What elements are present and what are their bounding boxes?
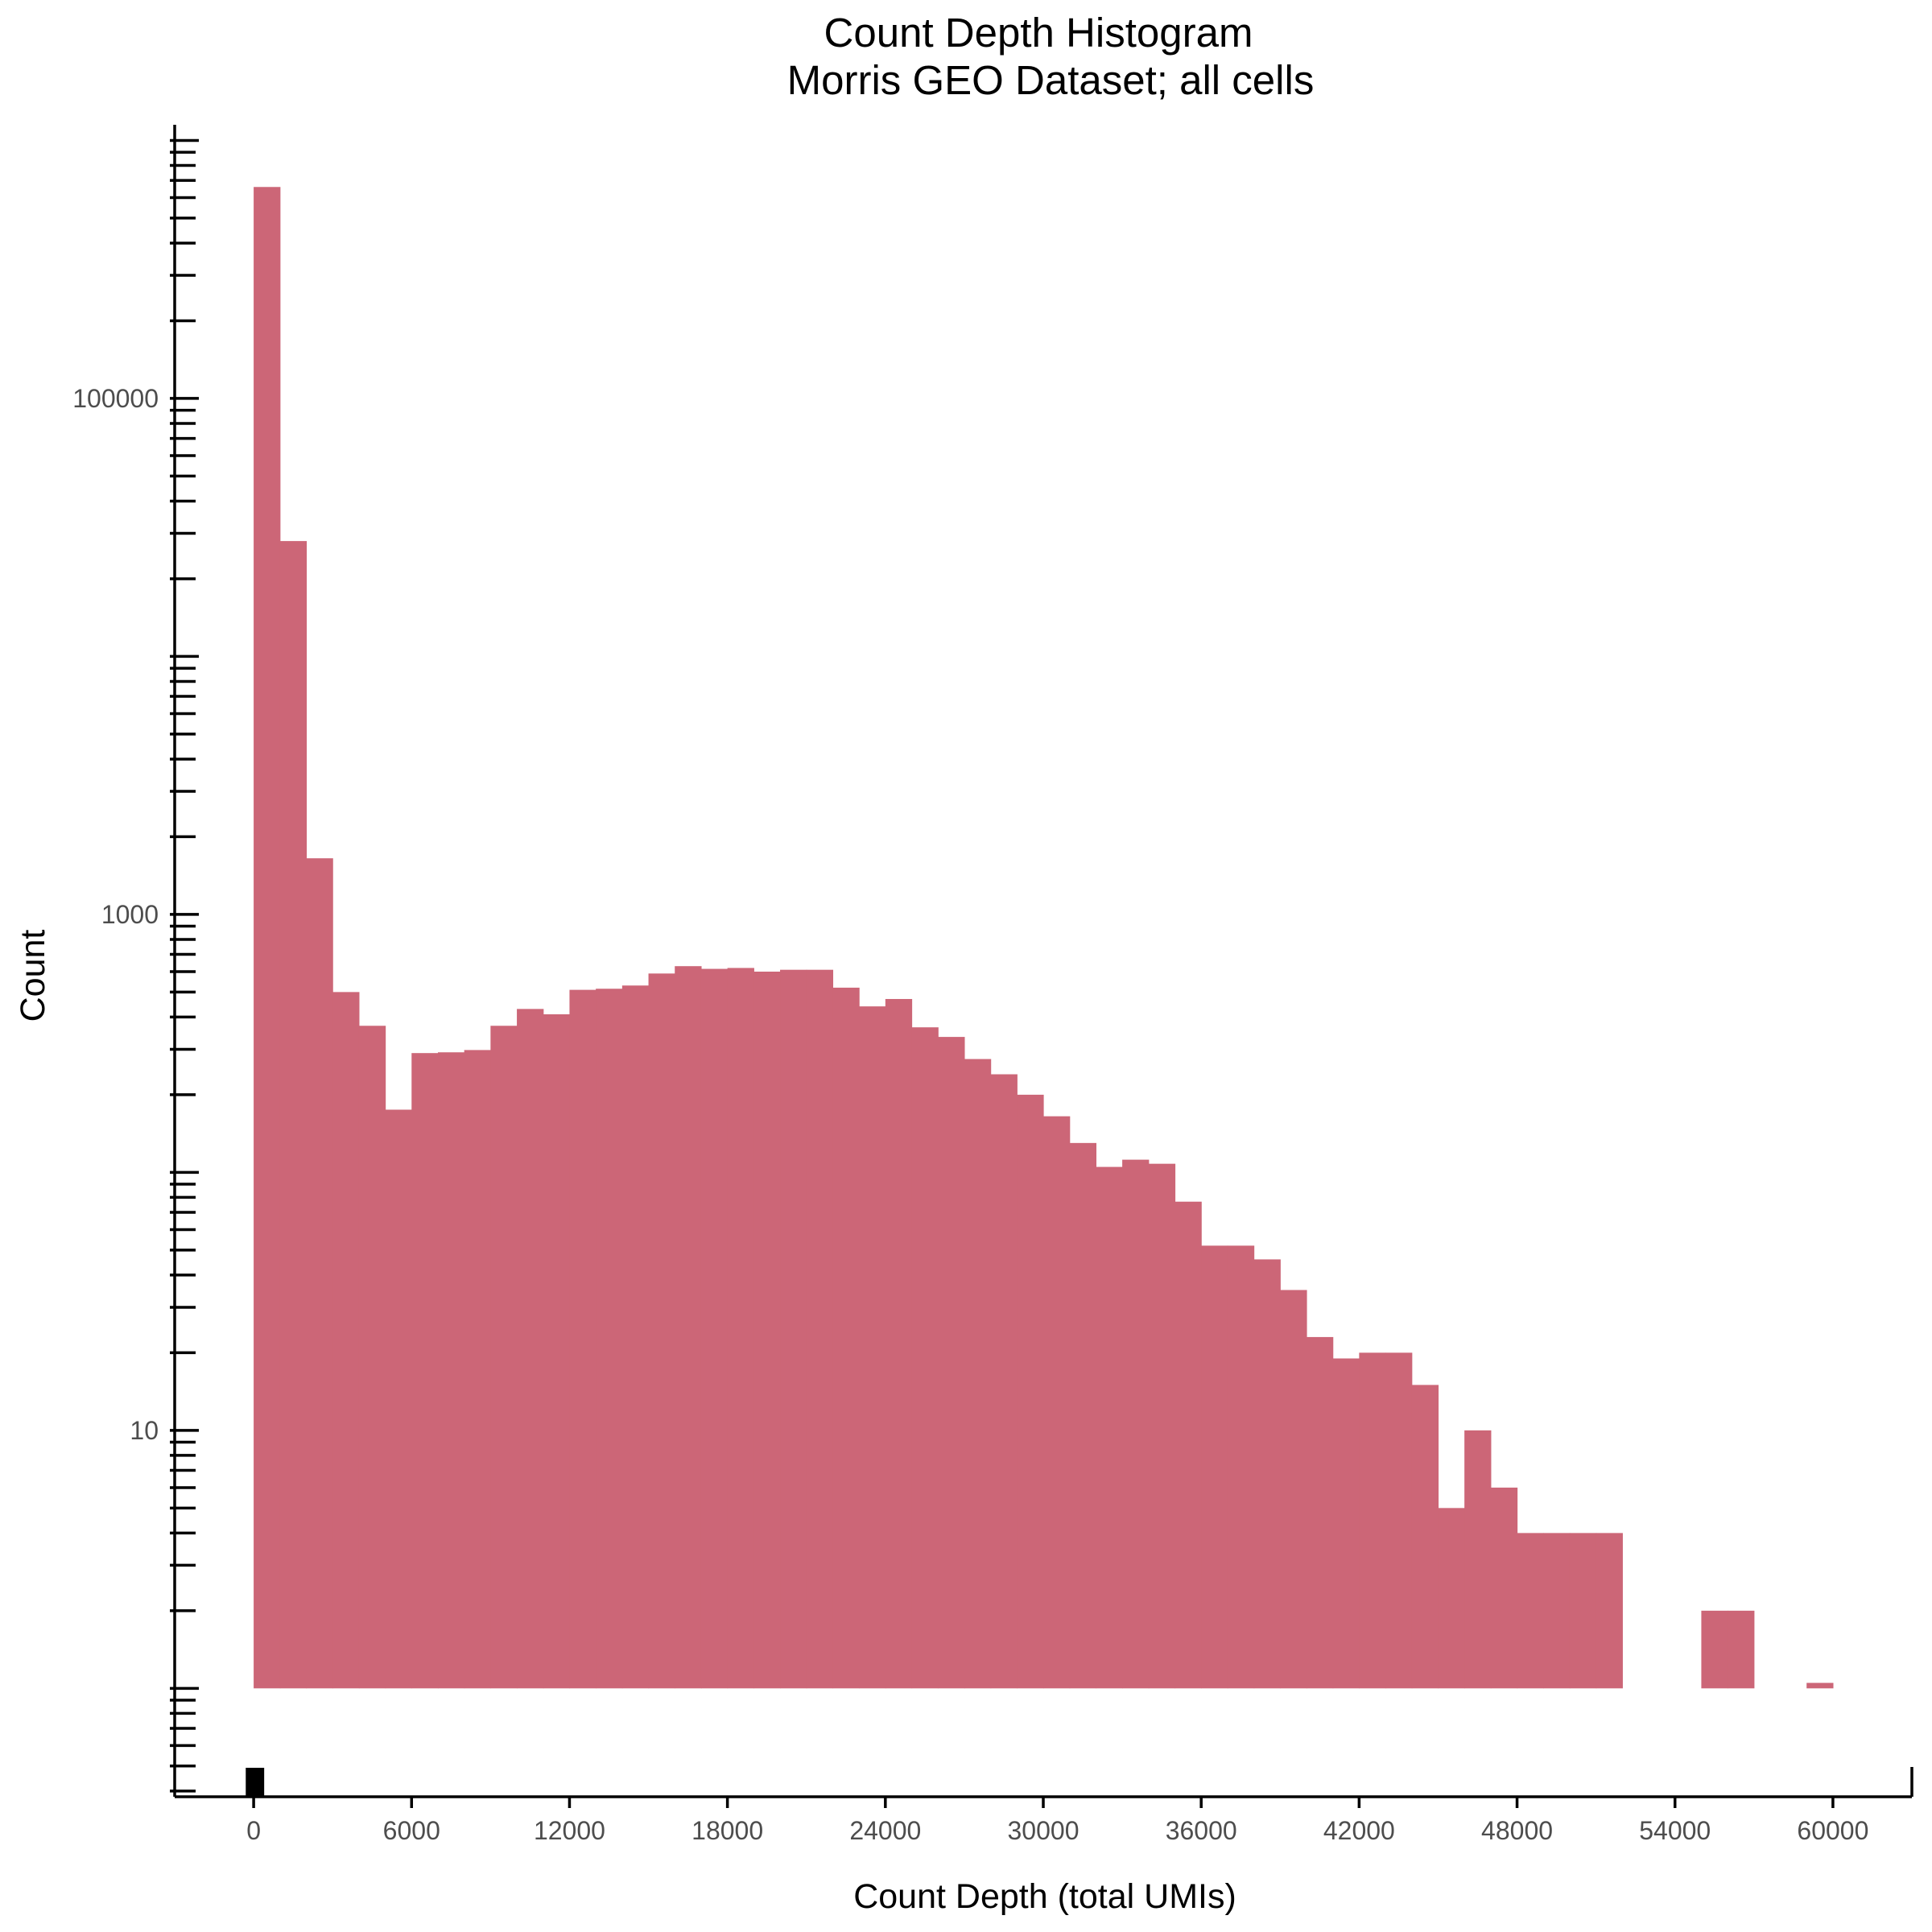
- histogram-bar: [1096, 1166, 1123, 1689]
- x-axis: 0 6000 12000 18000 24000 30000 36000 42000 48000…: [175, 1767, 1913, 1845]
- histogram-bar: [753, 971, 781, 1689]
- histogram-bar: [648, 973, 675, 1689]
- chart-subtitle: Morris GEO Dataset; all cells: [787, 57, 1315, 103]
- x-tick-label: 18000: [691, 1816, 763, 1845]
- histogram-bar: [806, 969, 834, 1689]
- histogram-bar: [1174, 1201, 1202, 1689]
- histogram-bars: [254, 187, 1834, 1689]
- x-tick-label: 54000: [1639, 1816, 1711, 1845]
- rug-marker: [246, 1768, 265, 1797]
- histogram-bar: [1464, 1430, 1492, 1689]
- histogram-bar: [358, 1026, 386, 1689]
- histogram-bar: [437, 1052, 465, 1689]
- histogram-bar: [621, 985, 650, 1689]
- histogram-bar: [1306, 1336, 1334, 1689]
- histogram-bar: [1569, 1533, 1597, 1689]
- histogram-bar: [1280, 1290, 1307, 1689]
- y-tick-label: 10: [130, 1416, 159, 1445]
- histogram-bar: [1227, 1245, 1255, 1689]
- histogram-bar: [700, 968, 729, 1689]
- histogram-bar: [464, 1050, 491, 1689]
- x-tick-label: 24000: [849, 1816, 921, 1845]
- histogram-bar: [1253, 1259, 1281, 1689]
- histogram-bar: [332, 992, 360, 1689]
- rug-marker-group: [246, 1768, 265, 1797]
- histogram-bar: [780, 969, 807, 1689]
- histogram-bar: [859, 1006, 886, 1689]
- histogram-bar: [1017, 1094, 1044, 1689]
- histogram-bar: [911, 1027, 939, 1689]
- histogram-bar: [385, 1109, 412, 1689]
- y-axis-title: Count: [14, 930, 52, 1022]
- histogram-bar: [727, 968, 754, 1689]
- histogram-bar: [1385, 1352, 1413, 1689]
- x-tick-label: 12000: [534, 1816, 605, 1845]
- histogram-bar: [1806, 1682, 1834, 1689]
- x-tick-label: 0: [246, 1816, 261, 1845]
- histogram-bar: [1043, 1116, 1071, 1689]
- y-axis: 10 1000 100000: [72, 125, 199, 1797]
- histogram-bar: [279, 541, 308, 1689]
- histogram-bar: [517, 1009, 544, 1689]
- histogram-bar: [1411, 1385, 1439, 1689]
- histogram-bar: [1332, 1358, 1360, 1689]
- chart-title: Count Depth Histogram: [824, 10, 1253, 56]
- histogram-bar: [411, 1053, 439, 1689]
- histogram-bar: [1490, 1487, 1518, 1689]
- histogram-bar: [1069, 1142, 1096, 1689]
- x-tick-label: 36000: [1166, 1816, 1237, 1845]
- y-tick-label: 100000: [72, 384, 159, 413]
- histogram-bar: [832, 987, 860, 1689]
- histogram-bar: [675, 966, 702, 1689]
- histogram-bar: [1596, 1533, 1623, 1689]
- histogram-bar: [1438, 1508, 1465, 1689]
- histogram-bar: [964, 1059, 992, 1689]
- histogram-bar: [1201, 1245, 1228, 1689]
- histogram-bar: [543, 1013, 571, 1689]
- x-tick-label: 60000: [1797, 1816, 1868, 1845]
- x-tick-label: 30000: [1008, 1816, 1080, 1845]
- histogram-bar: [490, 1026, 518, 1689]
- x-tick-label: 6000: [383, 1816, 440, 1845]
- histogram-bar: [1148, 1163, 1176, 1689]
- x-tick-label: 48000: [1481, 1816, 1553, 1845]
- histogram-bar: [1359, 1352, 1386, 1689]
- histogram-bar: [1701, 1610, 1728, 1689]
- histogram-bar: [1517, 1533, 1544, 1689]
- histogram-bar: [1543, 1533, 1571, 1689]
- histogram-bar: [596, 989, 623, 1689]
- histogram-bar: [1728, 1610, 1755, 1689]
- histogram-bar: [885, 998, 913, 1689]
- x-axis-title: Count Depth (total UMIs): [853, 1877, 1236, 1916]
- histogram-bar: [306, 858, 333, 1689]
- y-tick-label: 1000: [101, 900, 159, 929]
- histogram-bar: [990, 1074, 1018, 1689]
- x-tick-label: 42000: [1323, 1816, 1395, 1845]
- histogram-bar: [1122, 1159, 1150, 1689]
- histogram-bar: [938, 1037, 965, 1689]
- histogram-bar: [254, 187, 281, 1689]
- histogram-bar: [569, 989, 597, 1689]
